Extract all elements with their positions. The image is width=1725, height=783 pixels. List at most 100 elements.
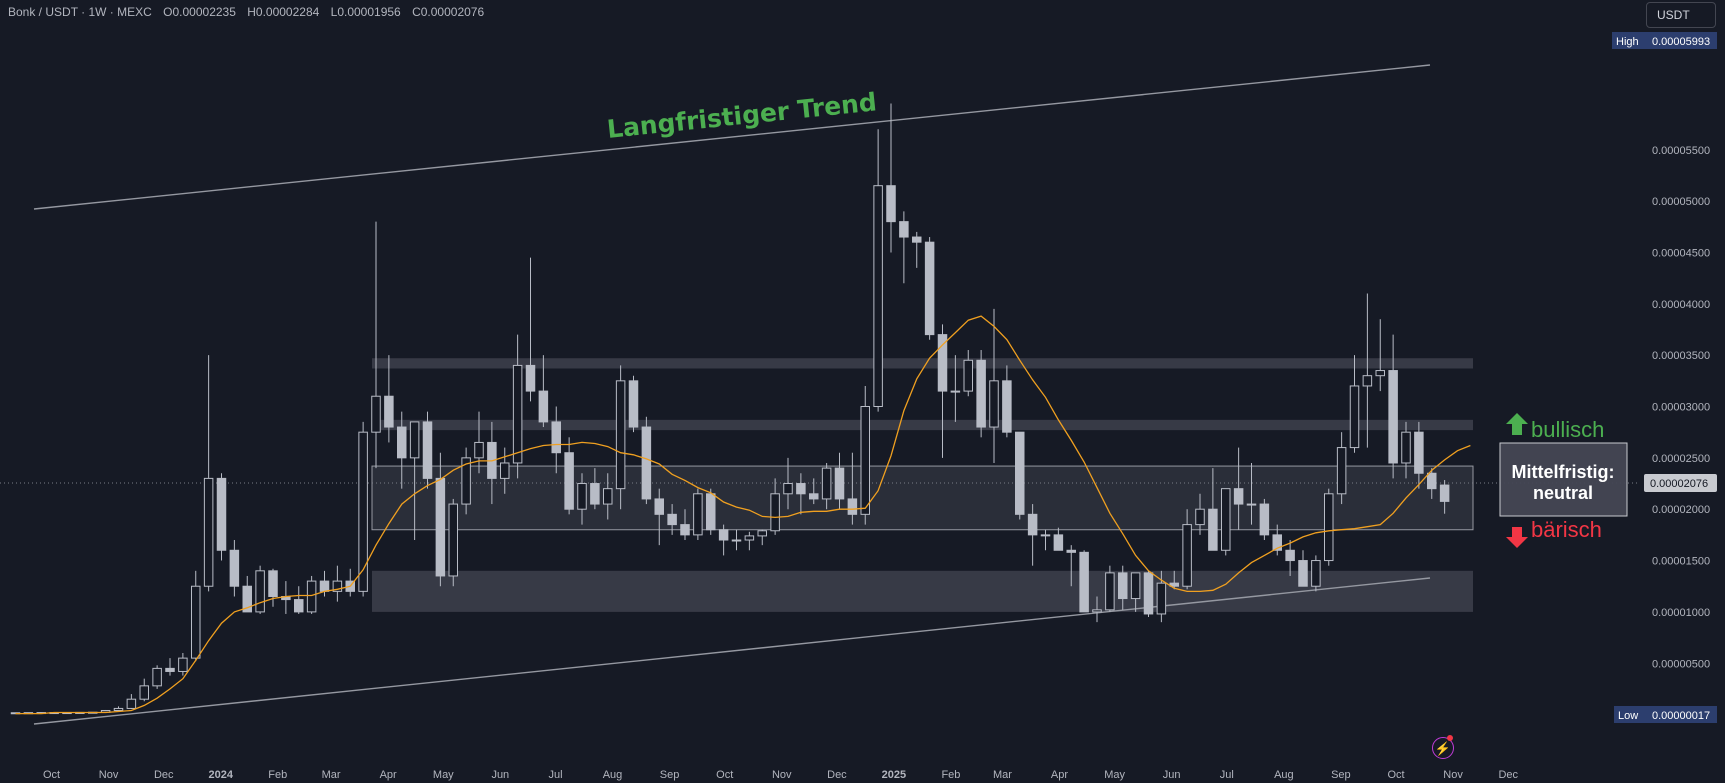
candle-body-up bbox=[950, 390, 961, 393]
candle-body-down bbox=[1143, 572, 1154, 615]
candle-body-down bbox=[1027, 513, 1038, 536]
low-marker: Low 0.00000017 bbox=[1614, 706, 1717, 723]
candle-body-up bbox=[693, 493, 703, 536]
candle-body-up bbox=[821, 467, 832, 500]
arrow-down-icon bbox=[1506, 527, 1528, 548]
candle-body-down bbox=[384, 395, 394, 428]
candle-body-down bbox=[1066, 549, 1076, 553]
candle-body-down bbox=[525, 364, 536, 392]
candle-body-up bbox=[1324, 493, 1334, 562]
candle-body-down bbox=[294, 599, 304, 613]
candle-body-down bbox=[1002, 380, 1012, 433]
time-tick-label: Mar bbox=[322, 769, 341, 781]
candle-body-down bbox=[1079, 551, 1089, 613]
high-label: High bbox=[1616, 36, 1639, 48]
bearish-label: bärisch bbox=[1531, 517, 1602, 542]
symbol-title[interactable]: Bonk / USDT · 1W · MEXC bbox=[8, 5, 152, 19]
candle-body-down bbox=[641, 426, 652, 500]
candle-body-up bbox=[603, 488, 613, 505]
candle bbox=[628, 375, 639, 433]
candle-body-down bbox=[886, 185, 896, 223]
candle-body-up bbox=[744, 535, 755, 541]
time-tick-label: Jul bbox=[548, 769, 562, 781]
candle-body-down bbox=[242, 585, 252, 613]
candle-body-down bbox=[590, 483, 600, 505]
candle-body-up bbox=[731, 539, 742, 542]
time-tick-label: Sep bbox=[1331, 769, 1351, 781]
candle bbox=[1324, 488, 1334, 566]
time-tick-label: Jul bbox=[1220, 769, 1234, 781]
candle-body-down bbox=[847, 498, 858, 515]
price-tick-label: 0.00005000 bbox=[1652, 196, 1710, 208]
trend-channel-lower-line bbox=[33, 577, 1431, 725]
price-axis[interactable]: 0.00000500 0.00001000 0.00001500 0.00002000… bbox=[1652, 145, 1710, 671]
price-tick-label: 0.00005500 bbox=[1652, 145, 1710, 157]
time-tick-label: 2024 bbox=[209, 769, 234, 781]
candle bbox=[1427, 468, 1437, 499]
time-tick-label: Apr bbox=[1051, 769, 1068, 781]
current-price-marker: 0.00002076 bbox=[1644, 474, 1717, 492]
time-tick-label: Apr bbox=[380, 769, 397, 781]
candle bbox=[152, 665, 162, 689]
candle bbox=[371, 221, 381, 469]
time-tick-label: Aug bbox=[603, 769, 623, 781]
time-tick-label: May bbox=[433, 769, 454, 781]
candle bbox=[1015, 431, 1025, 520]
candle-body-up bbox=[1375, 370, 1385, 377]
time-tick-label: Mar bbox=[993, 769, 1012, 781]
candle-body-down bbox=[1118, 572, 1128, 600]
ohlc-low: L0.00001956 bbox=[330, 5, 401, 19]
ohlc-high: H0.00002284 bbox=[247, 5, 320, 19]
candle bbox=[435, 452, 446, 587]
bullish-label: bullisch bbox=[1531, 417, 1604, 442]
candle bbox=[731, 529, 742, 551]
candle bbox=[1169, 570, 1179, 590]
time-axis[interactable]: Oct Nov Dec 2024 Feb Mar Apr May Jun Jul Aug Sep Oct… bbox=[43, 769, 1519, 781]
candle bbox=[937, 324, 948, 458]
time-tick-label: 2025 bbox=[882, 769, 906, 781]
candle-body-down bbox=[912, 236, 922, 243]
candle bbox=[1053, 527, 1064, 551]
candle bbox=[1439, 480, 1450, 514]
candle bbox=[1079, 550, 1089, 613]
candle bbox=[1002, 365, 1012, 438]
candle bbox=[899, 211, 909, 284]
candle bbox=[216, 473, 227, 561]
candle bbox=[139, 678, 149, 702]
candle-body-up bbox=[1311, 560, 1321, 587]
current-price-value: 0.00002076 bbox=[1650, 478, 1708, 490]
candle-body-up bbox=[152, 667, 162, 687]
candle-body-up bbox=[409, 421, 420, 459]
candle-body-up bbox=[1182, 524, 1192, 587]
candle-body-down bbox=[1298, 560, 1308, 587]
candle-body-down bbox=[718, 529, 729, 541]
candle-body-up bbox=[615, 380, 626, 490]
candle-body-down bbox=[1208, 508, 1218, 551]
moving-average-line bbox=[15, 315, 1471, 715]
ohlc-close: C0.00002076 bbox=[412, 5, 485, 19]
candle bbox=[1336, 432, 1347, 505]
candle-body-up bbox=[1221, 488, 1231, 551]
candle bbox=[796, 473, 806, 515]
candle bbox=[1298, 550, 1308, 587]
candlesticks bbox=[10, 103, 1450, 715]
lightning-icon[interactable]: ⚡ bbox=[1432, 737, 1454, 759]
candle bbox=[1272, 524, 1282, 556]
candle-body-down bbox=[1169, 582, 1179, 587]
candle-body-down bbox=[1427, 472, 1437, 490]
candle bbox=[500, 447, 510, 494]
candle-body-up bbox=[770, 493, 780, 532]
candle bbox=[1246, 462, 1257, 525]
candle bbox=[886, 103, 896, 253]
candle-body-up bbox=[191, 585, 201, 659]
candle-body-up bbox=[203, 477, 214, 587]
candle-body-up bbox=[860, 406, 870, 515]
candle bbox=[1143, 570, 1154, 618]
currency-button[interactable]: USDT bbox=[1646, 2, 1716, 28]
time-tick-label: Dec bbox=[154, 769, 174, 781]
price-zones bbox=[371, 358, 1474, 612]
candle-body-up bbox=[1195, 508, 1205, 526]
candle-body-up bbox=[358, 431, 368, 592]
candle-body-up bbox=[255, 570, 265, 613]
